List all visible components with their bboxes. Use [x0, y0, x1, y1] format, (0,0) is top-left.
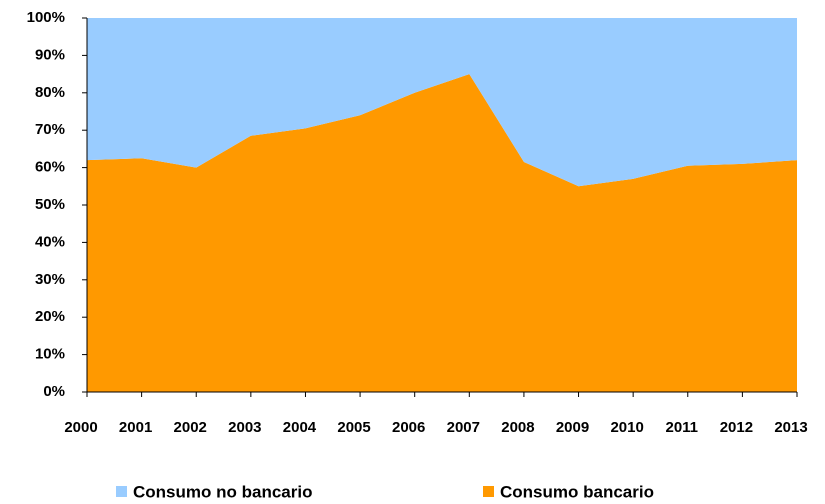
- y-tick-label: 90%: [35, 46, 65, 63]
- x-tick-label: 2013: [774, 419, 807, 436]
- y-tick-label: 40%: [35, 233, 65, 250]
- x-tick-label: 2007: [447, 419, 480, 436]
- area: [87, 18, 797, 187]
- y-tick-label: 50%: [35, 196, 65, 213]
- area: [87, 74, 797, 392]
- y-tick-label: 100%: [27, 9, 65, 26]
- x-tick-label: 2010: [610, 419, 643, 436]
- x-tick-label: 2004: [283, 419, 317, 436]
- y-tick-label: 60%: [35, 159, 65, 176]
- x-tick-label: 2000: [64, 419, 97, 436]
- x-tick-label: 2011: [665, 419, 698, 436]
- legend-swatch: [483, 486, 494, 497]
- x-tick-label: 2003: [228, 419, 261, 436]
- legend-label: Consumo no bancario: [133, 482, 312, 501]
- x-tick-label: 2009: [556, 419, 589, 436]
- x-tick-label: 2001: [119, 419, 152, 436]
- y-tick-label: 30%: [35, 271, 65, 288]
- x-tick-label: 2002: [174, 419, 207, 436]
- legend-swatch: [116, 486, 127, 497]
- y-tick-label: 70%: [35, 121, 65, 138]
- y-tick-label: 0%: [43, 383, 65, 400]
- x-tick-label: 2012: [720, 419, 753, 436]
- y-tick-label: 80%: [35, 84, 65, 101]
- x-tick-label: 2006: [392, 419, 425, 436]
- x-tick-label: 2008: [501, 419, 534, 436]
- legend-label: Consumo bancario: [500, 482, 654, 501]
- y-tick-label: 20%: [35, 308, 65, 325]
- y-tick-label: 10%: [35, 346, 65, 363]
- x-tick-label: 2005: [337, 419, 370, 436]
